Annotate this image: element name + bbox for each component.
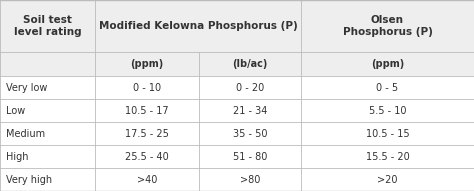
Text: 51 - 80: 51 - 80 xyxy=(233,152,267,162)
Text: Soil test
level rating: Soil test level rating xyxy=(14,15,81,37)
Text: (ppm): (ppm) xyxy=(371,59,404,69)
Polygon shape xyxy=(199,52,301,76)
Polygon shape xyxy=(301,168,474,191)
Text: High: High xyxy=(6,152,28,162)
Polygon shape xyxy=(199,99,301,122)
Text: >40: >40 xyxy=(137,175,157,185)
Polygon shape xyxy=(301,0,474,52)
Text: 10.5 - 15: 10.5 - 15 xyxy=(365,129,410,139)
Polygon shape xyxy=(95,168,199,191)
Polygon shape xyxy=(0,99,95,122)
Text: 10.5 - 17: 10.5 - 17 xyxy=(125,106,169,116)
Polygon shape xyxy=(95,122,199,145)
Polygon shape xyxy=(95,145,199,168)
Polygon shape xyxy=(301,145,474,168)
Text: 17.5 - 25: 17.5 - 25 xyxy=(125,129,169,139)
Text: Medium: Medium xyxy=(6,129,45,139)
Polygon shape xyxy=(199,122,301,145)
Polygon shape xyxy=(301,76,474,99)
Polygon shape xyxy=(0,76,95,99)
Text: Very high: Very high xyxy=(6,175,52,185)
Polygon shape xyxy=(301,122,474,145)
Polygon shape xyxy=(199,0,301,52)
Text: 5.5 - 10: 5.5 - 10 xyxy=(369,106,406,116)
Polygon shape xyxy=(0,145,95,168)
Text: Very low: Very low xyxy=(6,83,47,93)
Text: 0 - 20: 0 - 20 xyxy=(236,83,264,93)
Polygon shape xyxy=(0,168,95,191)
Polygon shape xyxy=(95,76,199,99)
Polygon shape xyxy=(301,99,474,122)
Polygon shape xyxy=(199,145,301,168)
Polygon shape xyxy=(0,0,95,52)
Polygon shape xyxy=(95,99,199,122)
Polygon shape xyxy=(0,52,95,76)
Text: Olsen
Phosphorus (P): Olsen Phosphorus (P) xyxy=(343,15,432,37)
Text: 0 - 5: 0 - 5 xyxy=(376,83,399,93)
Text: 21 - 34: 21 - 34 xyxy=(233,106,267,116)
Text: >20: >20 xyxy=(377,175,398,185)
Text: Modified Kelowna Phosphorus (P): Modified Kelowna Phosphorus (P) xyxy=(99,21,297,31)
Polygon shape xyxy=(0,122,95,145)
Polygon shape xyxy=(199,76,301,99)
Text: Low: Low xyxy=(6,106,25,116)
Polygon shape xyxy=(199,168,301,191)
Text: (ppm): (ppm) xyxy=(130,59,164,69)
Text: >80: >80 xyxy=(240,175,260,185)
Text: 15.5 - 20: 15.5 - 20 xyxy=(365,152,410,162)
Text: 25.5 - 40: 25.5 - 40 xyxy=(125,152,169,162)
Text: 0 - 10: 0 - 10 xyxy=(133,83,161,93)
Polygon shape xyxy=(301,52,474,76)
Polygon shape xyxy=(95,0,199,52)
Polygon shape xyxy=(95,52,199,76)
Text: 35 - 50: 35 - 50 xyxy=(233,129,267,139)
Text: (lb/ac): (lb/ac) xyxy=(232,59,268,69)
